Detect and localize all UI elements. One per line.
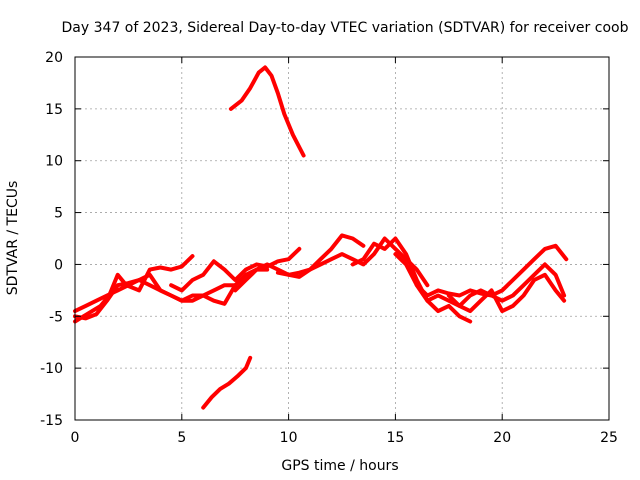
x-tick-label: 0 [71,430,80,446]
series-line-mid-b [233,233,366,293]
series-line-late-b [414,262,567,308]
plot-frame [74,56,610,421]
grid-layer [75,57,609,420]
y-axis-label: SDTVAR / TECUs [5,181,21,296]
series-line-mid-a [169,246,302,293]
series-line-mid-c [275,236,430,288]
x-tick-label: 25 [600,430,618,446]
y-tick-label: -15 [40,413,63,429]
series-line-mid-d [350,236,473,324]
y-tick-label: 20 [45,50,63,66]
x-tick-label: 5 [177,430,186,446]
x-axis-label: GPS time / hours [281,458,398,474]
x-tick-label: 20 [493,430,511,446]
y-tick-label: 15 [45,102,63,118]
ticks-layer: 0 5 10 15 20 25 -15 -10 -5 0 5 10 15 20 [40,50,618,446]
y-tick-label: -10 [40,361,63,377]
x-tick-label: 15 [386,430,404,446]
y-tick-label: 5 [54,206,63,222]
chart-title: Day 347 of 2023, Sidereal Day-to-day VTE… [62,20,629,36]
y-tick-label: 0 [54,257,63,273]
series-line-lower-arc [201,355,253,410]
y-tick-label: -5 [49,309,63,325]
series-line-upper-arc [228,65,306,158]
series-line-early-b [73,272,238,314]
x-tick-label: 10 [280,430,298,446]
series-line-late-c [446,272,567,314]
series-layer [73,65,569,410]
y-tick-label: 10 [45,154,63,170]
series-line-early-c [73,267,270,321]
